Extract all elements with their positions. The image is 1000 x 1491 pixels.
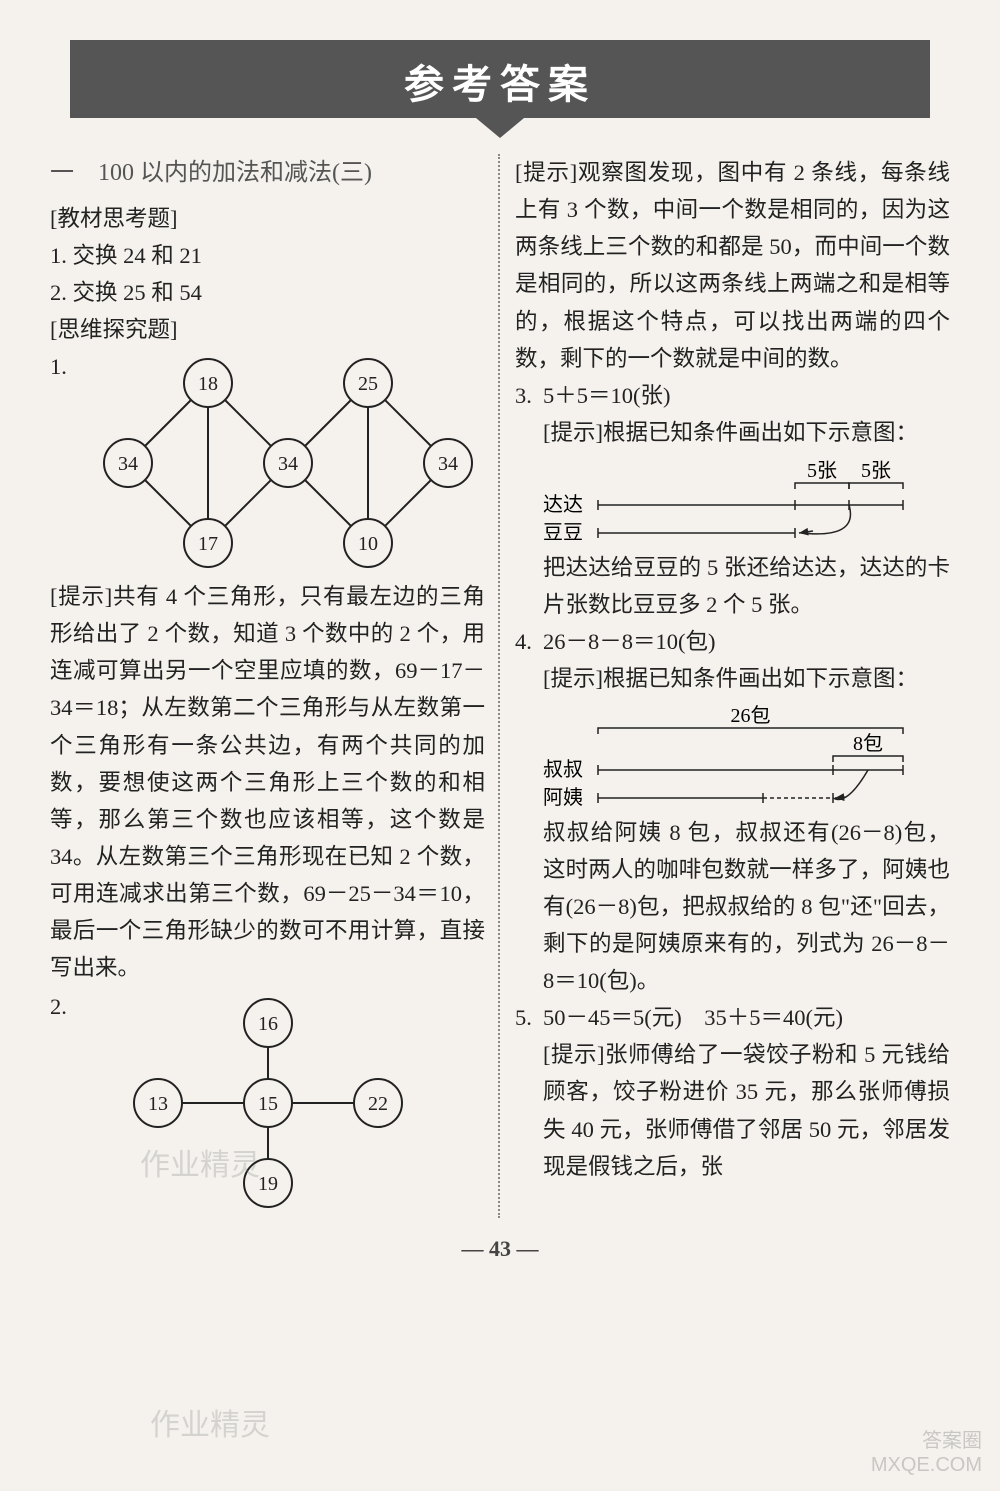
page-title-banner: 参考答案 [70,40,930,118]
subhead-textbook: [教材思考题] [50,200,485,237]
item-4-number: 4. [515,623,543,999]
svg-text:17: 17 [198,533,218,555]
diagram-cross: 16 13 15 22 19 [78,988,458,1218]
item-3-equation: 5＋5＝10(张) [543,377,950,414]
svg-text:达达: 达达 [543,493,583,516]
banner-notch [476,118,524,138]
svg-text:16: 16 [258,1013,278,1035]
item-5-equation: 50－45＝5(元) 35＋5＝40(元) [543,999,950,1036]
svg-text:34: 34 [438,453,458,475]
svg-text:19: 19 [258,1173,278,1195]
hint-1-body: 共有 4 个三角形，只有最左边的三角形给出了 2 个数，知道 3 个数中的 2 … [50,584,485,980]
hint-2: [提示]观察图发现，图中有 2 条线，每条线上有 3 个数，中间一个数是相同的，… [515,154,950,377]
svg-text:13: 13 [148,1093,168,1115]
svg-text:8包: 8包 [853,732,883,755]
hint-4-body-a: 根据已知条件画出如下示意图： [603,666,918,691]
bar-diagram-coffee: 26包 8包叔叔阿姨 [543,702,923,812]
hint-4-head: [提示] [543,666,603,691]
hint-3-body-a: 根据已知条件画出如下示意图： [603,420,918,445]
watermark-b: 作业精灵 [150,1400,270,1444]
bar-diagram-cards: 5张 5张达达豆豆 [543,455,923,547]
hint-3-body-b: 把达达给豆豆的 5 张还给达达，达达的卡片张数比豆豆多 2 个 5 张。 [543,549,950,623]
page-number: — 43 — [50,1236,950,1262]
item-2-number: 2. [50,988,78,1218]
svg-text:豆豆: 豆豆 [543,522,583,544]
hint-1-head: [提示] [50,584,112,609]
svg-text:叔叔: 叔叔 [543,758,583,781]
right-column: [提示]观察图发现，图中有 2 条线，每条线上有 3 个数，中间一个数是相同的，… [515,154,950,1218]
item-1-number: 1. [50,348,78,578]
diagram-triangles: 18 34 34 17 25 34 10 [78,348,498,578]
svg-text:25: 25 [358,373,378,395]
hint-3-head: [提示] [543,420,603,445]
svg-text:15: 15 [258,1093,278,1115]
watermark-corner: 答案圈 MXQE.COM [871,1429,982,1477]
svg-text:18: 18 [198,373,218,395]
subhead-explore: [思维探究题] [50,311,485,348]
item-5-number: 5. [515,999,543,1185]
page-title: 参考答案 [404,63,596,107]
hint-1: [提示]共有 4 个三角形，只有最左边的三角形给出了 2 个数，知道 3 个数中… [50,578,485,986]
svg-text:34: 34 [278,453,298,475]
textbook-ans-1: 1. 交换 24 和 21 [50,237,485,274]
column-divider [498,154,500,1218]
left-column: 一 100 以内的加法和减法(三) [教材思考题] 1. 交换 24 和 21 … [50,154,485,1218]
watermark-corner-top: 答案圈 [871,1429,982,1453]
svg-text:34: 34 [118,453,138,475]
svg-text:阿姨: 阿姨 [543,786,583,809]
hint-5-head: [提示] [543,1042,604,1067]
hint-5-body: 张师傅给了一袋饺子粉和 5 元钱给顾客，饺子粉进价 35 元，那么张师傅损失 4… [543,1042,950,1178]
textbook-ans-2: 2. 交换 25 和 54 [50,274,485,311]
svg-text:5张: 5张 [861,459,891,482]
chapter-heading: 一 100 以内的加法和减法(三) [50,154,485,194]
hint-2-head: [提示] [515,160,577,185]
hint-2-body: 观察图发现，图中有 2 条线，每条线上有 3 个数，中间一个数是相同的，因为这两… [515,160,950,371]
hint-4-body-b: 叔叔给阿姨 8 包，叔叔还有(26－8)包，这时两人的咖啡包数就一样多了，阿姨也… [543,814,950,1000]
svg-text:10: 10 [358,533,378,555]
svg-text:22: 22 [368,1093,388,1115]
svg-text:26包: 26包 [731,704,771,727]
item-4-equation: 26－8－8＝10(包) [543,623,950,660]
svg-text:5张: 5张 [807,459,837,482]
item-3-number: 3. [515,377,543,624]
watermark-corner-bot: MXQE.COM [871,1453,982,1477]
